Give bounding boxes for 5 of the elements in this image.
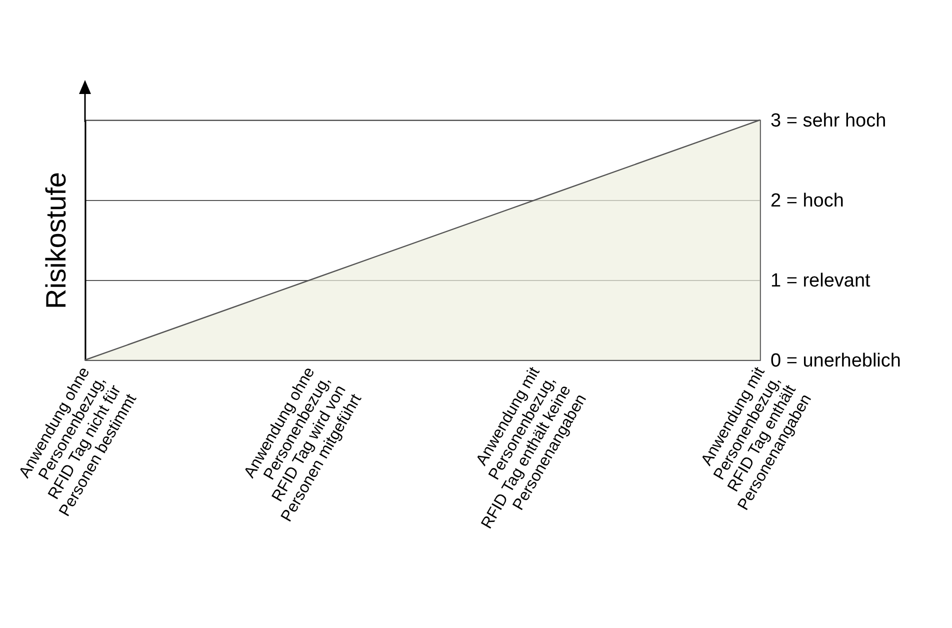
- y-axis-title: Risikostufe: [40, 172, 72, 309]
- y-tick-label: 2 = hoch: [770, 190, 844, 212]
- y-tick-label: 0 = unerheblich: [770, 350, 901, 372]
- y-tick-label: 1 = relevant: [770, 270, 872, 292]
- y-tick-label: 3 = sehr hoch: [770, 110, 886, 132]
